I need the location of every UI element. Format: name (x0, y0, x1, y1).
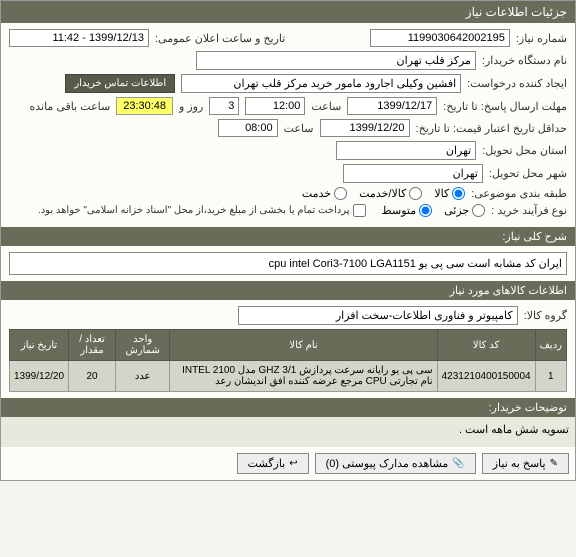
time-label-1: ساعت (311, 100, 341, 113)
buyer-notes-header: توضیحات خریدار: (1, 398, 575, 417)
group-field: کامپیوتر و فناوری اطلاعات-سخت افزار (238, 306, 518, 325)
cell-unit: عدد (115, 361, 169, 392)
payment-checkbox-item[interactable]: پرداخت تمام یا بخشی از مبلغ خرید،از محل … (38, 204, 366, 217)
need-number-field: 1199030642002195 (370, 29, 510, 47)
col-unit: واحد شمارش (115, 330, 169, 361)
buyer-org-label: نام دستگاه خریدار: (482, 54, 567, 67)
cell-code: 4231210400150004 (437, 361, 535, 392)
category-label: طبقه بندی موضوعی: (471, 187, 567, 200)
cell-date: 1399/12/20 (10, 361, 69, 392)
buyer-notes-text: تسویه شش ماهه است . (1, 417, 575, 447)
col-code: کد کالا (437, 330, 535, 361)
proc-small-label: جزئی (444, 204, 469, 217)
announce-label: تاریخ و ساعت اعلان عمومی: (155, 32, 285, 45)
main-panel: جزئیات اطلاعات نیاز شماره نیاز: 11990306… (0, 0, 576, 481)
reply-icon: ✎ (550, 458, 558, 469)
days-label: روز و (179, 100, 203, 113)
buyer-org-field: مرکز قلب تهران (196, 51, 476, 70)
group-label: گروه کالا: (524, 309, 567, 322)
cell-name: سی پی یو رایانه سرعت پردازش GHZ 3/1 مدل … (170, 361, 437, 392)
time-label-2: ساعت (284, 122, 314, 135)
process-radio-group: جزئی متوسط (382, 204, 486, 217)
validity-date-field: 1399/12/20 (320, 119, 410, 137)
cat-svc-option[interactable]: خدمت (302, 187, 347, 200)
col-qty: تعداد / مقدار (69, 330, 116, 361)
col-name: نام کالا (170, 330, 437, 361)
proc-medium-radio[interactable] (419, 204, 432, 217)
cat-service-option[interactable]: کالا/خدمت (359, 187, 422, 200)
desc-text: ایران کد مشابه است سی پی یو cpu intel Co… (9, 252, 567, 275)
proc-medium-option[interactable]: متوسط (382, 204, 433, 217)
process-label: نوع فرآیند خرید : (491, 204, 567, 217)
col-date: تاریخ نیاز (10, 330, 69, 361)
validity-label: حداقل تاریخ اعتبار قیمت: تا تاریخ: (416, 122, 567, 135)
remaining-label: ساعت باقی مانده (29, 100, 110, 113)
deadline-time-field: 12:00 (245, 97, 305, 115)
cat-service-label: کالا/خدمت (359, 187, 406, 200)
deadline-date-field: 1399/12/17 (347, 97, 437, 115)
cell-qty: 20 (69, 361, 116, 392)
cat-svc-label: خدمت (302, 187, 331, 200)
payment-checkbox[interactable] (353, 204, 366, 217)
payment-note: پرداخت تمام یا بخشی از مبلغ خرید،از محل … (38, 205, 350, 216)
need-number-label: شماره نیاز: (516, 32, 567, 45)
proc-small-option[interactable]: جزئی (444, 204, 485, 217)
validity-time-field: 08:00 (218, 119, 278, 137)
province-field: تهران (336, 141, 476, 160)
countdown-badge: 23:30:48 (116, 97, 173, 115)
details-section: شماره نیاز: 1199030642002195 تاریخ و ساع… (1, 23, 575, 227)
province-label: استان محل تحویل: (482, 144, 567, 157)
attachments-label: مشاهده مدارک پیوستی (0) (326, 457, 449, 470)
items-table: ردیف کد کالا نام کالا واحد شمارش تعداد /… (9, 329, 567, 392)
city-field: تهران (343, 164, 483, 183)
deadline-label: مهلت ارسال پاسخ: تا تاریخ: (443, 100, 567, 113)
cat-service-radio[interactable] (409, 187, 422, 200)
cat-goods-label: کالا (434, 187, 449, 200)
contact-button[interactable]: اطلاعات تماس خریدار (65, 74, 175, 93)
back-icon: ↩ (289, 458, 297, 469)
cell-idx: 1 (535, 361, 566, 392)
attachments-button[interactable]: 📎 مشاهده مدارک پیوستی (0) (315, 453, 476, 474)
announce-field: 1399/12/13 - 11:42 (9, 29, 149, 47)
creator-label: ایجاد کننده درخواست: (467, 77, 567, 90)
footer-buttons: ✎ پاسخ به نیاز 📎 مشاهده مدارک پیوستی (0)… (1, 447, 575, 480)
reply-button[interactable]: ✎ پاسخ به نیاز (482, 453, 569, 474)
proc-medium-label: متوسط (382, 204, 417, 217)
items-header: اطلاعات کالاهای مورد نیاز (1, 281, 575, 300)
cat-goods-radio[interactable] (452, 187, 465, 200)
proc-small-radio[interactable] (472, 204, 485, 217)
attachment-icon: 📎 (452, 458, 464, 469)
back-label: بازگشت (248, 457, 286, 470)
cat-svc-radio[interactable] (334, 187, 347, 200)
panel-title: جزئیات اطلاعات نیاز (466, 5, 567, 19)
cat-goods-option[interactable]: کالا (434, 187, 465, 200)
reply-label: پاسخ به نیاز (493, 457, 546, 470)
panel-header: جزئیات اطلاعات نیاز (1, 1, 575, 23)
remaining-days-field: 3 (209, 97, 239, 115)
table-row: 1 4231210400150004 سی پی یو رایانه سرعت … (10, 361, 567, 392)
category-radio-group: کالا کالا/خدمت خدمت (302, 187, 465, 200)
creator-field: افشین وکیلی اجارود مامور خرید مرکز قلب ت… (181, 74, 461, 93)
city-label: شهر محل تحویل: (489, 167, 567, 180)
desc-header: شرح کلی نیاز: (1, 227, 575, 246)
col-row: ردیف (535, 330, 566, 361)
back-button[interactable]: ↩ بازگشت (237, 453, 309, 474)
